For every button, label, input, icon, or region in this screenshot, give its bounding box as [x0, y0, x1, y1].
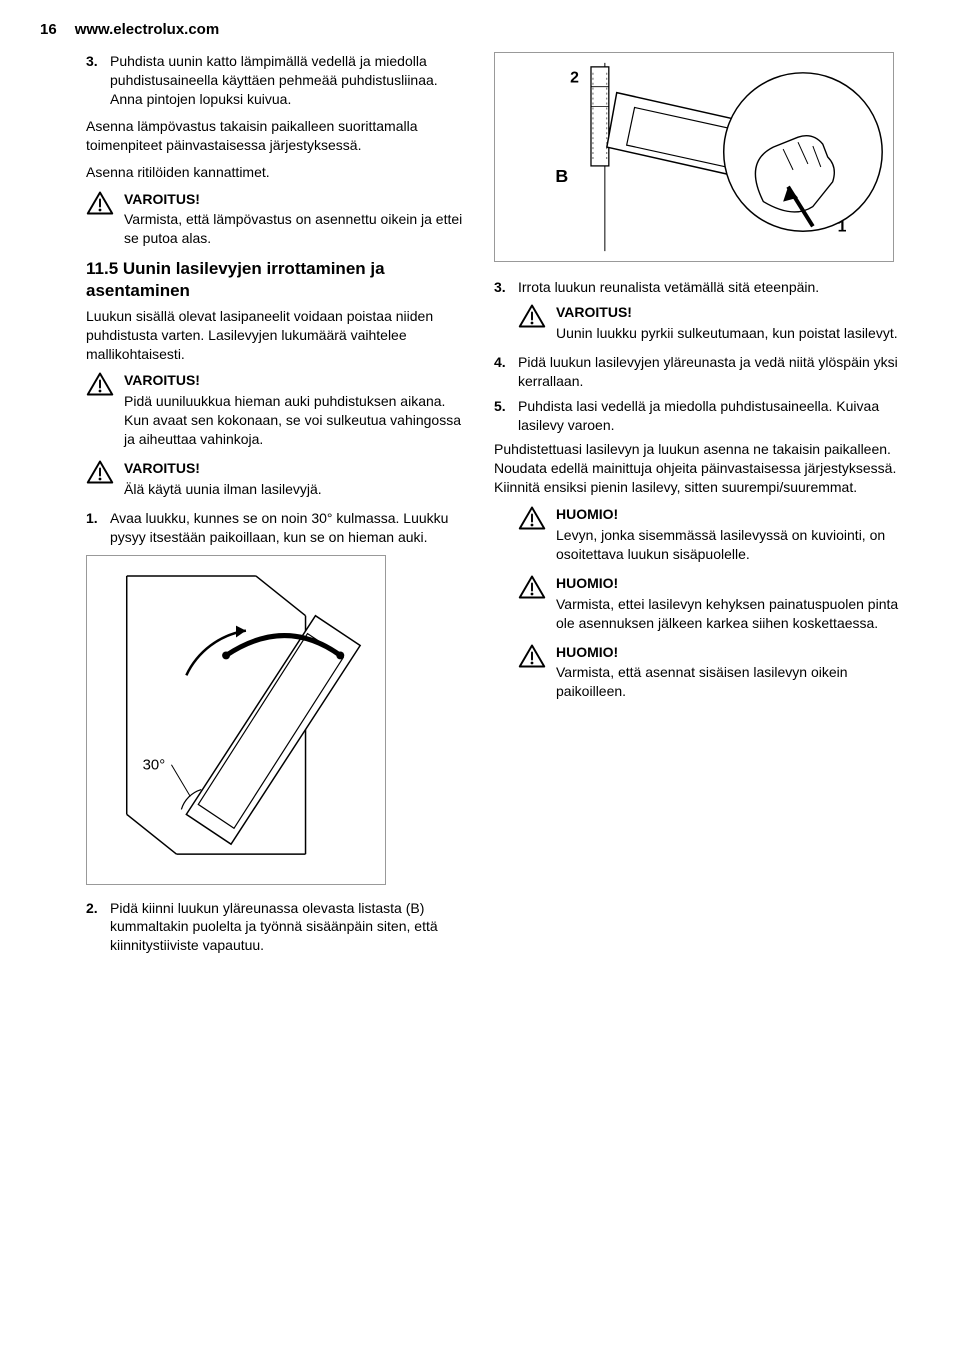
list-text: Puhdista lasi vedellä ja miedolla puhdis… — [518, 397, 920, 435]
list-text: Avaa luukku, kunnes se on noin 30° kulma… — [110, 509, 466, 547]
caution-title: HUOMIO! — [556, 505, 920, 524]
figure-label-b: B — [555, 166, 568, 186]
list-number: 3. — [494, 278, 518, 297]
warning-icon — [86, 190, 114, 216]
warning-title: VAROITUS! — [124, 459, 466, 478]
warning-text: Pidä uuniluukkua hieman auki puhdistukse… — [124, 392, 466, 449]
left-step-2: 2. Pidä kiinni luukun yläreunassa olevas… — [40, 899, 466, 956]
site-url: www.electrolux.com — [75, 20, 220, 40]
list-number: 2. — [86, 899, 110, 956]
paragraph: Puhdistettuasi lasilevyn ja luukun asenn… — [494, 440, 920, 497]
warning-block: VAROITUS! Uunin luukku pyrkii sulkeutuma… — [494, 303, 920, 343]
list-number: 1. — [86, 509, 110, 547]
warning-block: VAROITUS! Älä käytä uunia ilman lasilevy… — [40, 459, 466, 499]
list-text: Pidä kiinni luukun yläreunassa olevasta … — [110, 899, 466, 956]
figure-glass-panel-remove: 2 B 1 — [494, 52, 894, 262]
left-step-3: 3. Puhdista uunin katto lämpimällä vedel… — [40, 52, 466, 109]
warning-title: VAROITUS! — [124, 190, 466, 209]
figure-oven-door-30deg: 30° — [86, 555, 386, 885]
page-number: 16 — [40, 20, 57, 40]
caution-block: HUOMIO! Varmista, ettei lasilevyn kehyks… — [494, 574, 920, 633]
caution-text: Levyn, jonka sisemmässä lasilevyssä on k… — [556, 526, 920, 564]
figure-label-1: 1 — [838, 219, 847, 236]
two-column-layout: 3. Puhdista uunin katto lämpimällä vedel… — [40, 52, 920, 963]
caution-title: HUOMIO! — [556, 574, 920, 593]
paragraph: Asenna lämpövastus takaisin paikalleen s… — [40, 117, 466, 155]
warning-block: VAROITUS! Pidä uuniluukkua hieman auki p… — [40, 371, 466, 449]
list-number: 4. — [494, 353, 518, 391]
warning-icon — [518, 643, 546, 669]
right-step-4: 4. Pidä luukun lasilevyjen yläreunasta j… — [494, 353, 920, 391]
warning-text: Uunin luukku pyrkii sulkeutumaan, kun po… — [556, 324, 920, 343]
left-step-1: 1. Avaa luukku, kunnes se on noin 30° ku… — [40, 509, 466, 547]
list-number: 5. — [494, 397, 518, 435]
left-column: 3. Puhdista uunin katto lämpimällä vedel… — [40, 52, 466, 963]
figure-label-2: 2 — [570, 70, 579, 87]
list-text: Pidä luukun lasilevyjen yläreunasta ja v… — [518, 353, 920, 391]
figure-angle-label: 30° — [143, 757, 166, 773]
warning-icon — [518, 303, 546, 329]
caution-title: HUOMIO! — [556, 643, 920, 662]
warning-text: Älä käytä uunia ilman lasilevyjä. — [124, 480, 466, 499]
caution-text: Varmista, ettei lasilevyn kehyksen paina… — [556, 595, 920, 633]
page-header: 16 www.electrolux.com — [40, 20, 920, 40]
caution-block: HUOMIO! Levyn, jonka sisemmässä lasilevy… — [494, 505, 920, 564]
section-heading-11-5: 11.5 Uunin lasilevyjen irrottaminen ja a… — [86, 258, 466, 301]
right-step-5: 5. Puhdista lasi vedellä ja miedolla puh… — [494, 397, 920, 435]
warning-title: VAROITUS! — [556, 303, 920, 322]
caution-block: HUOMIO! Varmista, että asennat sisäisen … — [494, 643, 920, 702]
list-text: Puhdista uunin katto lämpimällä vedellä … — [110, 52, 466, 109]
caution-text: Varmista, että asennat sisäisen lasilevy… — [556, 663, 920, 701]
warning-text: Varmista, että lämpövastus on asennettu … — [124, 210, 466, 248]
warning-icon — [518, 574, 546, 600]
paragraph: Asenna ritilöiden kannattimet. — [40, 163, 466, 182]
warning-icon — [518, 505, 546, 531]
right-column: 2 B 1 3. Irrota luukun reunalista vetämä… — [494, 52, 920, 963]
warning-block: VAROITUS! Varmista, että lämpövastus on … — [40, 190, 466, 249]
paragraph: Luukun sisällä olevat lasipaneelit voida… — [40, 307, 466, 364]
warning-title: VAROITUS! — [124, 371, 466, 390]
warning-icon — [86, 459, 114, 485]
warning-icon — [86, 371, 114, 397]
right-step-3: 3. Irrota luukun reunalista vetämällä si… — [494, 278, 920, 297]
list-number: 3. — [86, 52, 110, 109]
list-text: Irrota luukun reunalista vetämällä sitä … — [518, 278, 920, 297]
